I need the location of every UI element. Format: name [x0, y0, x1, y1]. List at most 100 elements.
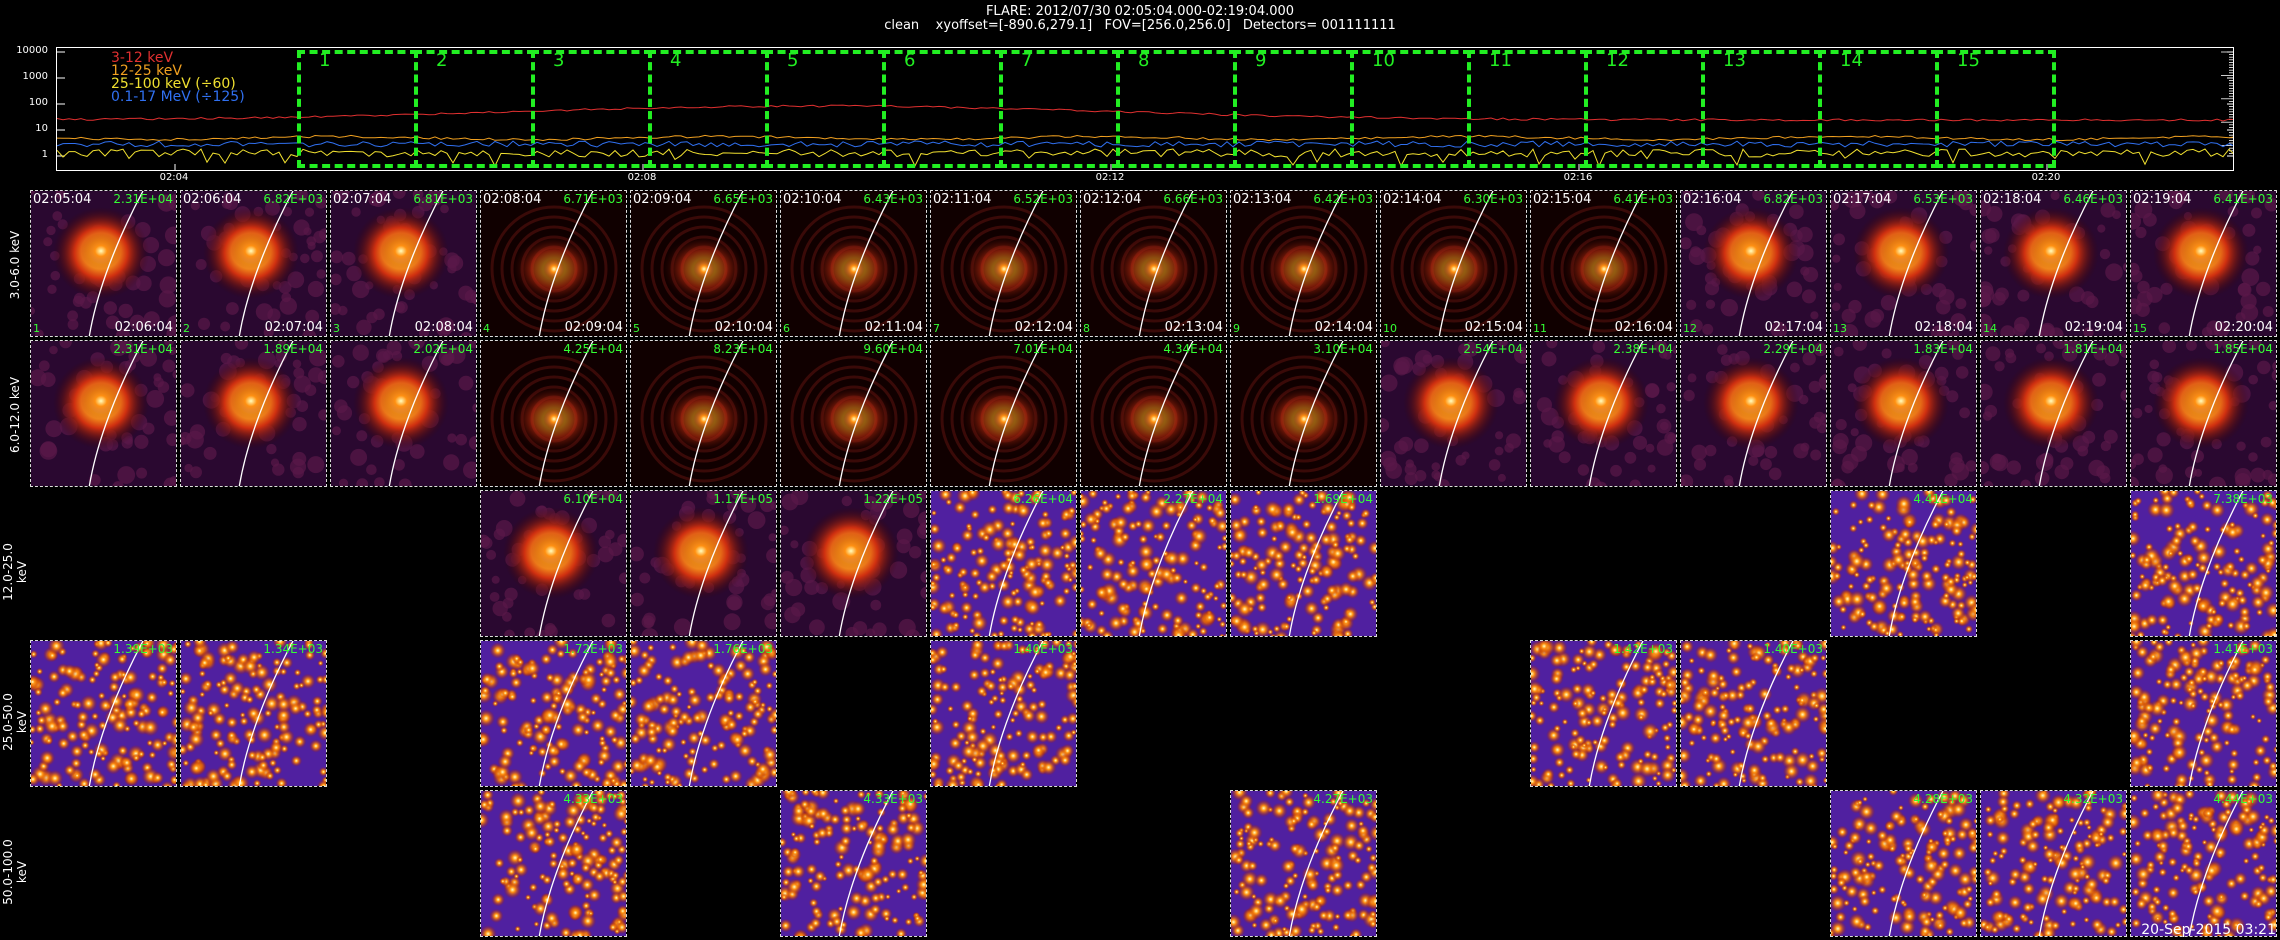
peak-flux-label: 6.43E+03: [863, 192, 923, 206]
peak-flux-label: 6.26E+04: [1013, 492, 1073, 506]
time-window-number: 11: [1489, 50, 1512, 71]
rhessi-image-panel: 4.44E+03: [2130, 790, 2277, 937]
peak-flux-label: 4.33E+03: [563, 792, 623, 806]
rhessi-image-panel: 4.32E+03: [1980, 790, 2127, 937]
image-content: [2131, 791, 2276, 936]
time-end-label: 02:13:04: [1164, 320, 1223, 335]
image-content: [631, 191, 776, 336]
energy-row-label: 50.0-100.0 keV: [1, 839, 29, 905]
imaging-parameters: clean xyoffset=[-890.6,279.1] FOV=[256.0…: [884, 18, 1396, 33]
rhessi-image-panel: 2.02E+04: [330, 340, 477, 487]
time-end-label: 02:08:04: [414, 320, 473, 335]
peak-flux-label: 7.38E+03: [2213, 492, 2273, 506]
image-content: [1831, 191, 1976, 336]
image-content: [1231, 341, 1376, 486]
time-window-box: [1935, 50, 2056, 168]
time-start-label: 02:12:04: [1083, 192, 1142, 207]
rhessi-image-panel: 6.10E+04: [480, 490, 627, 637]
peak-flux-label: 2.38E+04: [1613, 342, 1673, 356]
time-window-number: 12: [1606, 50, 1629, 71]
image-content: [1831, 341, 1976, 486]
time-end-label: 02:09:04: [564, 320, 623, 335]
rhessi-image-panel: 9.60E+04: [780, 340, 927, 487]
x-tick-label: 02:08: [627, 172, 657, 183]
peak-flux-label: 1.22E+05: [863, 492, 923, 506]
rhessi-image-panel: 1.22E+05: [780, 490, 927, 637]
time-window-number: 10: [1372, 50, 1395, 71]
window-index-label: 4: [483, 322, 490, 335]
peak-flux-label: 6.41E+03: [1613, 192, 1673, 206]
energy-row-label: 6.0-12.0 keV: [8, 376, 22, 454]
image-content: [31, 641, 176, 786]
rhessi-image-panel: 6.53E+03 02:17:04 02:18:04 13: [1830, 190, 1977, 337]
rhessi-image-panel: 1.17E+05: [630, 490, 777, 637]
rhessi-image-panel: 1.85E+04: [2130, 340, 2277, 487]
energy-row-label: 3.0-6.0 keV: [8, 230, 22, 300]
window-index-label: 14: [1983, 322, 1997, 335]
rhessi-image-panel: 4.28E+03: [1830, 790, 1977, 937]
image-content: [331, 341, 476, 486]
time-start-label: 02:10:04: [783, 192, 842, 207]
peak-flux-label: 1.85E+04: [2213, 342, 2273, 356]
peak-flux-label: 1.39E+03: [113, 642, 173, 656]
peak-flux-label: 4.25E+04: [563, 342, 623, 356]
peak-flux-label: 1.81E+04: [2063, 342, 2123, 356]
rhessi-image-panel: 4.33E+03: [480, 790, 627, 937]
legend-entry: 3-12 keV: [111, 50, 174, 66]
peak-flux-label: 4.41E+04: [1913, 492, 1973, 506]
time-end-label: 02:20:04: [2214, 320, 2273, 335]
time-window-number: 3: [553, 50, 565, 71]
rhessi-image-panel: 6.66E+03 02:12:04 02:13:04 8: [1080, 190, 1227, 337]
peak-flux-label: 1.17E+05: [713, 492, 773, 506]
time-end-label: 02:11:04: [864, 320, 923, 335]
window-index-label: 7: [933, 322, 940, 335]
rhessi-image-panel: 2.54E+04: [1380, 340, 1527, 487]
plot-datestamp: 20-Sep-2015 03:21: [2141, 922, 2276, 938]
rhessi-image-panel: 6.82E+03 02:16:04 02:17:04 12: [1680, 190, 1827, 337]
peak-flux-label: 6.10E+04: [563, 492, 623, 506]
rhessi-image-panel: 6.30E+03 02:14:04 02:15:04 10: [1380, 190, 1527, 337]
y-tick-label: 10: [35, 123, 48, 134]
image-content: [31, 191, 176, 336]
peak-flux-label: 7.01E+04: [1013, 342, 1073, 356]
rhessi-image-panel: 1.76E+03: [630, 640, 777, 787]
legend-entry: 0.1-17 MeV (÷125): [111, 89, 245, 105]
time-window-number: 9: [1255, 50, 1267, 71]
rhessi-image-panel: 6.46E+03 02:18:04 02:19:04 14: [1980, 190, 2127, 337]
image-content: [1831, 791, 1976, 936]
lightcurve-plot: 3-12 keV 12-25 keV 25-100 keV (÷60) 0.1-17 …: [56, 47, 2234, 171]
peak-flux-label: 4.34E+04: [1163, 342, 1223, 356]
image-content: [1981, 191, 2126, 336]
peak-flux-label: 8.23E+04: [713, 342, 773, 356]
peak-flux-label: 6.81E+03: [413, 192, 473, 206]
peak-flux-label: 6.82E+03: [1763, 192, 1823, 206]
rhessi-image-panel: 8.23E+04: [630, 340, 777, 487]
image-content: [1681, 191, 1826, 336]
time-end-label: 02:17:04: [1764, 320, 1823, 335]
x-tick-label: 02:20: [2031, 172, 2061, 183]
rhessi-image-panel: 6.52E+03 02:11:04 02:12:04 7: [930, 190, 1077, 337]
peak-flux-label: 6.82E+03: [263, 192, 323, 206]
image-content: [1681, 641, 1826, 786]
y-tick-label: 10000: [16, 45, 48, 56]
image-content: [781, 791, 926, 936]
rhessi-image-panel: 1.40E+03: [930, 640, 1077, 787]
window-index-label: 1: [33, 322, 40, 335]
image-content: [1081, 341, 1226, 486]
peak-flux-label: 6.52E+03: [1013, 192, 1073, 206]
time-end-label: 02:19:04: [2064, 320, 2123, 335]
peak-flux-label: 6.41E+03: [2213, 192, 2273, 206]
image-content: [181, 641, 326, 786]
rhessi-image-panel: 1.42E+03: [1530, 640, 1677, 787]
peak-flux-label: 4.33E+03: [863, 792, 923, 806]
image-content: [1981, 791, 2126, 936]
rhessi-image-panel: 7.01E+04: [930, 340, 1077, 487]
time-window-number: 4: [670, 50, 682, 71]
image-content: [1981, 341, 2126, 486]
window-index-label: 5: [633, 322, 640, 335]
rhessi-image-panel: 6.41E+03 02:19:04 02:20:04 15: [2130, 190, 2277, 337]
peak-flux-label: 4.44E+03: [2213, 792, 2273, 806]
peak-flux-label: 2.02E+04: [413, 342, 473, 356]
time-end-label: 02:12:04: [1014, 320, 1073, 335]
rhessi-image-panel: 2.29E+04: [1680, 340, 1827, 487]
